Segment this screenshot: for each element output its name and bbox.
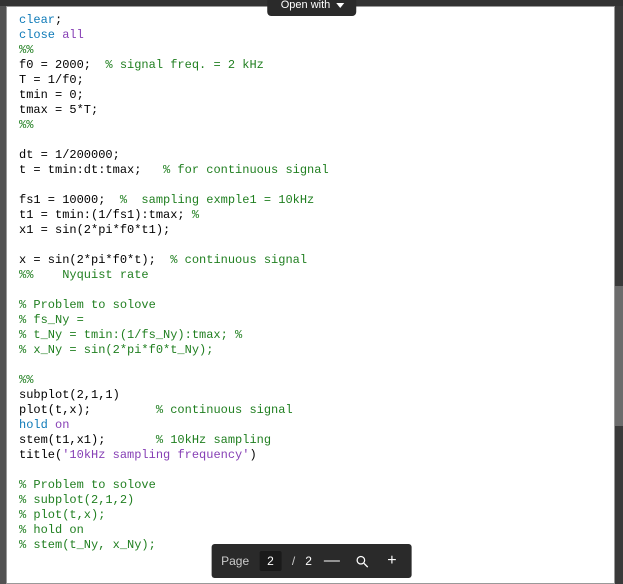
open-with-button[interactable]: Open with xyxy=(267,0,357,16)
page-current-input[interactable]: 2 xyxy=(259,551,282,571)
chevron-down-icon xyxy=(336,3,344,8)
zoom-fit-button[interactable] xyxy=(352,554,372,569)
scrollbar-thumb[interactable] xyxy=(615,286,623,426)
page-separator: / xyxy=(292,554,295,568)
zoom-in-button[interactable]: + xyxy=(382,552,402,570)
page-label: Page xyxy=(221,554,249,568)
open-with-label: Open with xyxy=(281,0,331,11)
document-page: clear; close all %% f0 = 2000; % signal … xyxy=(6,6,615,584)
code-content: clear; close all %% f0 = 2000; % signal … xyxy=(7,7,614,559)
zoom-out-button[interactable]: — xyxy=(322,552,342,570)
magnifier-icon xyxy=(354,554,369,569)
page-total: 2 xyxy=(305,554,312,568)
vertical-scrollbar[interactable] xyxy=(615,6,623,584)
page-controls-toolbar: Page 2 / 2 — + xyxy=(211,544,412,578)
